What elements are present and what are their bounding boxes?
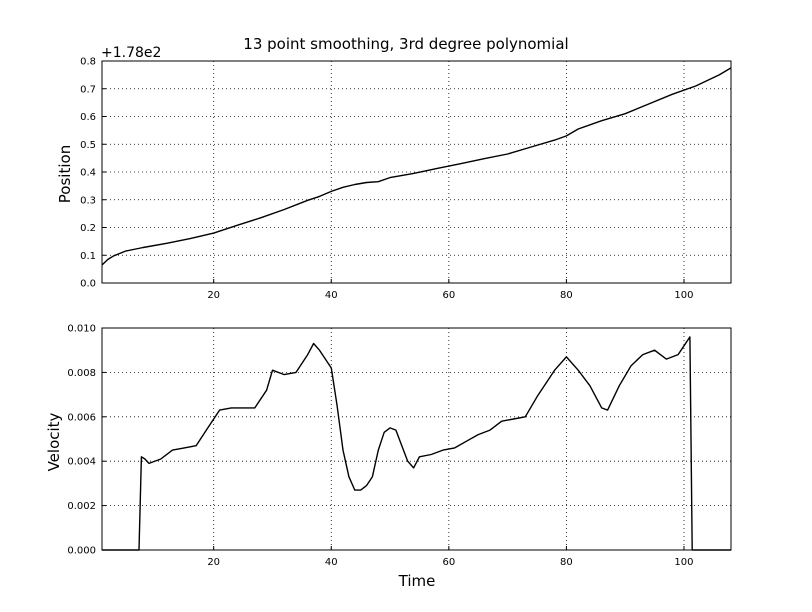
velocity-axes-frame (101, 327, 732, 551)
position-xtick-label-40: 40 (325, 290, 338, 301)
velocity-series-line (102, 336, 731, 551)
position-axes-frame (101, 60, 732, 284)
position-ytick-label-0.4: 0.4 (80, 168, 96, 179)
velocity-ytick-label-0.002: 0.002 (67, 501, 96, 512)
velocity-xtick-label-20: 20 (207, 557, 220, 568)
velocity-xtick-label-100: 100 (674, 557, 693, 568)
velocity-ytick-label-0.004: 0.004 (67, 457, 96, 468)
velocity-ylabel: Velocity (45, 412, 63, 471)
velocity-xlabel: Time (398, 572, 436, 590)
chart-title: 13 point smoothing, 3rd degree polynomia… (243, 35, 568, 53)
position-xtick-label-100: 100 (674, 290, 693, 301)
velocity-xtick-label-60: 60 (442, 557, 455, 568)
position-xtick-label-80: 80 (560, 290, 573, 301)
position-offset-label: +1.78e2 (101, 45, 161, 61)
velocity-ytick-label-0.008: 0.008 (67, 368, 96, 379)
position-ytick-label-0.1: 0.1 (80, 251, 96, 262)
position-ytick-label-0.7: 0.7 (80, 84, 96, 95)
velocity-ytick-label-0.010: 0.010 (67, 324, 96, 335)
position-xtick-label-60: 60 (442, 290, 455, 301)
position-xtick-label-20: 20 (207, 290, 220, 301)
position-ytick-label-0.3: 0.3 (80, 195, 96, 206)
velocity-ytick-label-0.000: 0.000 (67, 546, 96, 557)
velocity-ytick-label-0.006: 0.006 (67, 412, 96, 423)
position-ytick-label-0.5: 0.5 (80, 140, 96, 151)
velocity-subplot: 20 40 60 80 100 0.000 0.002 0.004 0.006 0.008 0.01… (67, 324, 732, 568)
velocity-xtick-label-40: 40 (325, 557, 338, 568)
position-ytick-label-0.8: 0.8 (80, 57, 96, 68)
velocity-xtick-label-80: 80 (560, 557, 573, 568)
position-series-line (101, 67, 732, 266)
position-ytick-label-0.6: 0.6 (80, 112, 96, 123)
position-ylabel: Position (56, 145, 74, 203)
position-ytick-label-0.0: 0.0 (80, 279, 96, 290)
position-ytick-label-0.2: 0.2 (80, 223, 96, 234)
position-subplot: 20 40 60 80 100 0.0 0.1 0.2 0.3 0.4 0.5 0.6 0.7 0.8 (80, 57, 732, 301)
